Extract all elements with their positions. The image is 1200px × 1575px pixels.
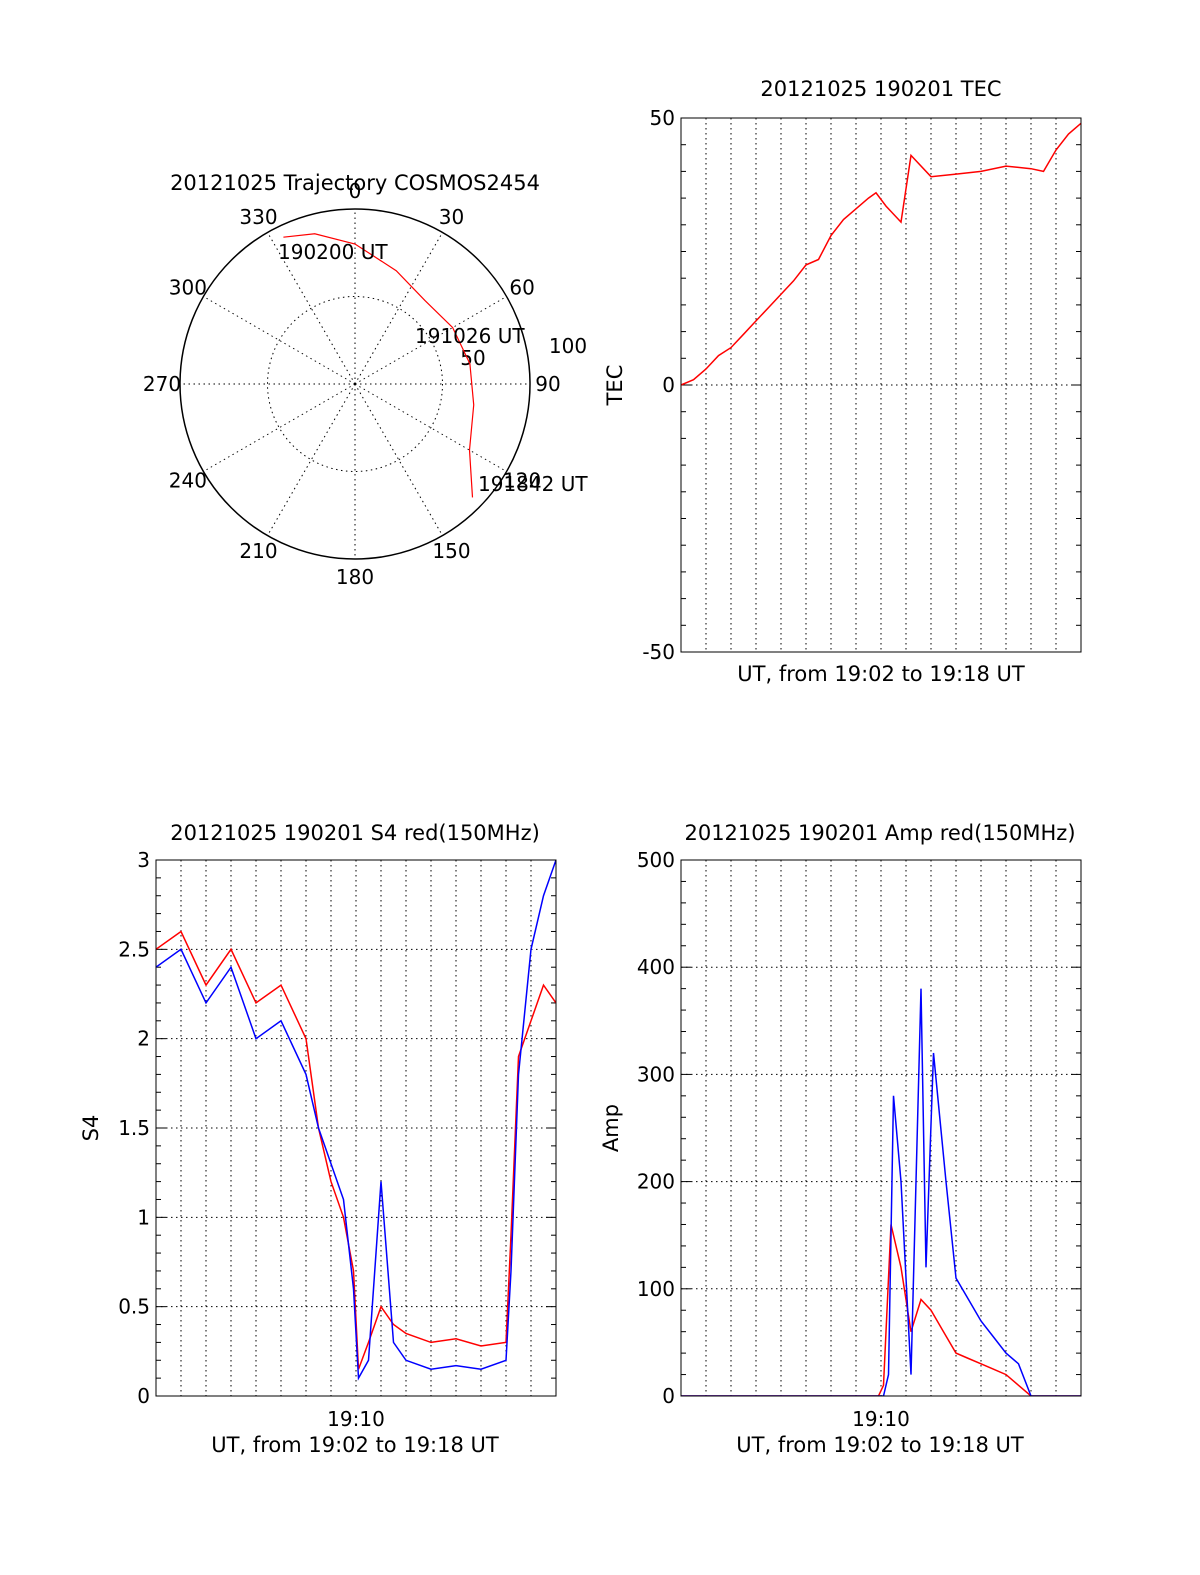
y-tick-label: 0: [662, 373, 675, 397]
polar-grid-circle: [267, 296, 443, 472]
y-tick-label: 200: [637, 1170, 675, 1194]
amp-panel: 20121025 190201 Amp red(150MHz) UT, from…: [599, 821, 1082, 1457]
polar-title: 20121025 Trajectory COSMOS2454: [170, 171, 540, 195]
polar-trajectory-panel: 20121025 Trajectory COSMOS2454 0 30 60 90 12…: [143, 171, 588, 589]
y-tick-label: 500: [637, 848, 675, 872]
azimuth-label: 120: [503, 469, 541, 493]
y-tick-label: 2.5: [118, 937, 150, 961]
plot-frame: [680, 117, 1082, 653]
series-line-1: [156, 860, 556, 1381]
azimuth-label: 0: [349, 179, 362, 203]
series-line-0: [681, 122, 1081, 386]
azimuth-label: 270: [143, 372, 181, 396]
s4-panel: 20121025 190201 S4 red(150MHz) UT, from …: [79, 821, 557, 1457]
polar-spoke: [354, 296, 507, 385]
azimuth-label: 240: [169, 469, 207, 493]
polar-spoke: [203, 383, 356, 472]
azimuth-label: 90: [535, 372, 560, 396]
y-tick-label: 1: [137, 1205, 150, 1229]
series-line-0: [156, 930, 556, 1370]
amp-title: 20121025 190201 Amp red(150MHz): [684, 821, 1075, 845]
x-tick-label: 19:10: [852, 1407, 910, 1431]
azimuth-label: 150: [432, 539, 470, 563]
y-tick-label: 1.5: [118, 1116, 150, 1140]
amp-xlabel: UT, from 19:02 to 19:18 UT: [736, 1433, 1024, 1457]
tec-title: 20121025 190201 TEC: [760, 77, 1001, 101]
s4-title: 20121025 190201 S4 red(150MHz): [170, 821, 540, 845]
azimuth-label: 300: [169, 276, 207, 300]
azimuth-label: 330: [239, 205, 277, 229]
polar-spoke: [354, 383, 443, 536]
azimuth-label: 60: [509, 276, 534, 300]
trajectory-time-label: 191842 UT: [478, 472, 588, 496]
y-tick-label: -50: [642, 640, 675, 664]
y-tick-label: 100: [637, 1277, 675, 1301]
polar-spoke: [354, 232, 443, 385]
radial-label: 50: [460, 346, 485, 370]
polar-outer-circle: [179, 208, 531, 560]
tec-xlabel: UT, from 19:02 to 19:18 UT: [737, 662, 1025, 686]
y-tick-label: 3: [137, 848, 150, 872]
radial-label: 100: [549, 334, 587, 358]
x-tick-label: 19:10: [327, 1407, 385, 1431]
plot-frame: [155, 859, 557, 1397]
y-tick-label: 50: [650, 106, 675, 130]
trajectory-time-label: 190200 UT: [278, 240, 388, 264]
tec-ylabel: TEC: [603, 365, 627, 407]
series-line-0: [681, 1224, 1081, 1396]
polar-spoke: [267, 232, 356, 385]
amp-ylabel: Amp: [599, 1104, 623, 1152]
polar-spoke: [267, 383, 356, 536]
tec-panel: 20121025 190201 TEC UT, from 19:02 to 19…: [603, 77, 1082, 686]
azimuth-label: 210: [239, 539, 277, 563]
y-tick-label: 400: [637, 955, 675, 979]
plot-frame: [680, 859, 1082, 1397]
y-tick-label: 2: [137, 1027, 150, 1051]
s4-xlabel: UT, from 19:02 to 19:18 UT: [211, 1433, 499, 1457]
y-tick-label: 300: [637, 1062, 675, 1086]
s4-ylabel: S4: [79, 1115, 103, 1142]
trajectory-time-label: 191026 UT: [415, 324, 525, 348]
y-tick-label: 0.5: [118, 1295, 150, 1319]
trajectory-line: [283, 233, 475, 498]
y-tick-label: 0: [137, 1384, 150, 1408]
azimuth-label: 180: [336, 565, 374, 589]
polar-spoke: [203, 296, 356, 385]
polar-spoke: [354, 383, 507, 472]
series-line-1: [681, 988, 1081, 1396]
azimuth-label: 30: [439, 205, 464, 229]
y-tick-label: 0: [662, 1384, 675, 1408]
